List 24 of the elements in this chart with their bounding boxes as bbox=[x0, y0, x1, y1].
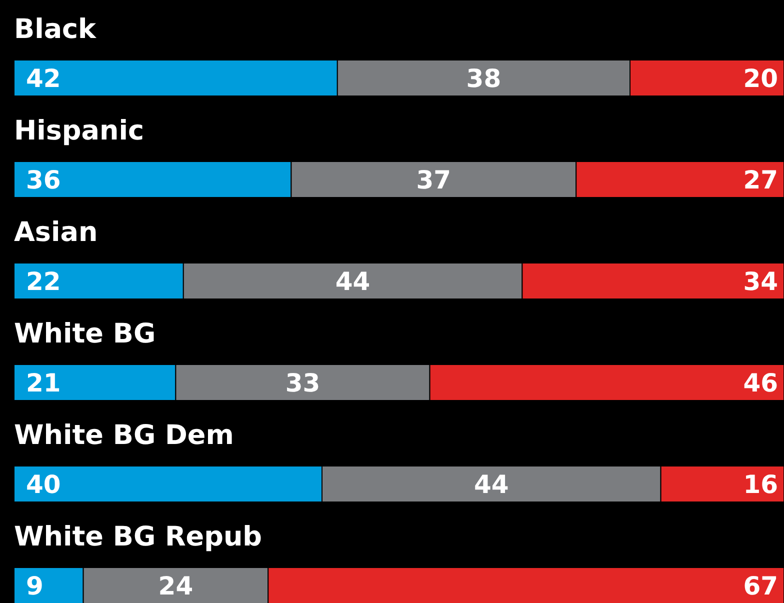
data-label: 24 bbox=[158, 572, 194, 600]
y-tick-label: Black bbox=[14, 14, 98, 45]
data-label: 37 bbox=[416, 166, 452, 194]
data-label: 9 bbox=[26, 572, 44, 600]
y-tick-label: Hispanic bbox=[14, 116, 144, 146]
data-label: 33 bbox=[285, 368, 320, 398]
data-label: 42 bbox=[26, 64, 61, 93]
data-label: 27 bbox=[743, 166, 778, 194]
y-tick-label: Asian bbox=[14, 217, 98, 248]
data-label: 20 bbox=[743, 64, 778, 93]
y-tick-label: White BG Repub bbox=[14, 522, 262, 552]
data-label: 44 bbox=[335, 267, 370, 296]
data-label: 40 bbox=[26, 470, 61, 499]
data-label: 22 bbox=[26, 267, 61, 296]
data-label: 21 bbox=[26, 368, 61, 398]
data-label: 46 bbox=[743, 368, 778, 398]
data-label: 16 bbox=[743, 470, 778, 499]
data-label: 44 bbox=[474, 470, 509, 499]
data-label: 36 bbox=[26, 166, 61, 194]
data-label: 38 bbox=[466, 64, 502, 93]
data-label: 67 bbox=[743, 572, 778, 600]
data-label: 34 bbox=[743, 267, 778, 296]
y-tick-label: White BG bbox=[14, 318, 156, 350]
y-tick-label: White BG Dem bbox=[14, 420, 234, 451]
